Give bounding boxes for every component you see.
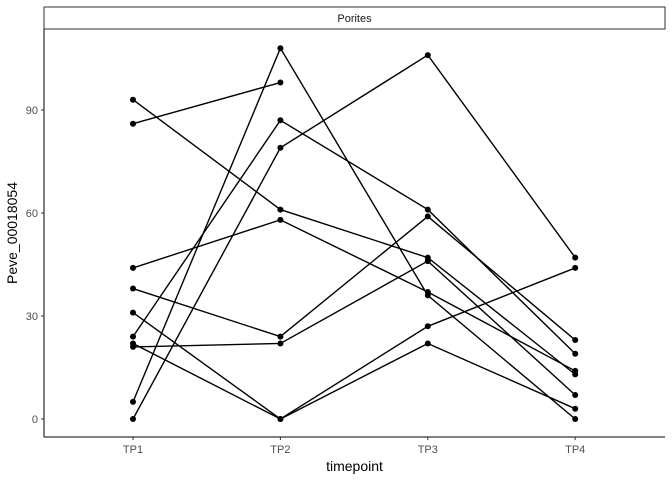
series-line (132, 119, 576, 355)
data-point (572, 350, 579, 357)
data-point (130, 285, 136, 292)
data-point (130, 96, 136, 103)
y-tick-label: 90 (26, 105, 38, 117)
data-point (130, 333, 136, 340)
data-point (572, 405, 579, 412)
y-axis-title: Peve_00018054 (4, 182, 20, 284)
data-point (572, 337, 579, 344)
x-tick-label: TP3 (418, 444, 438, 456)
data-point (277, 144, 284, 151)
y-tick-label: 30 (26, 311, 38, 323)
data-point (424, 340, 431, 347)
data-point (277, 416, 284, 422)
facet-strip (43, 6, 666, 30)
series-line (132, 260, 576, 396)
x-tick-label: TP1 (123, 444, 143, 456)
x-tick-label: TP4 (565, 444, 585, 456)
x-tick-label: TP2 (270, 444, 290, 456)
series-line (132, 81, 281, 125)
data-point (277, 206, 284, 213)
series-line (132, 54, 576, 420)
facet-label: Porites (337, 13, 372, 25)
data-point (572, 367, 579, 374)
y-tick-label: 0 (32, 414, 38, 426)
data-point (424, 52, 431, 59)
data-point (572, 416, 579, 422)
series-line (132, 267, 576, 420)
series-line (132, 99, 576, 375)
data-point (572, 264, 579, 271)
series-line (132, 215, 576, 341)
data-point (424, 213, 431, 220)
data-point (424, 323, 431, 330)
data-point (130, 120, 136, 127)
x-axis-title: timepoint (326, 458, 383, 474)
data-point (572, 254, 579, 261)
data-point (277, 216, 284, 223)
data-point (130, 264, 136, 271)
data-point (130, 398, 136, 405)
data-point (130, 343, 136, 350)
data-point (424, 206, 431, 213)
data-point (277, 340, 284, 347)
data-point (277, 79, 284, 86)
series-line (132, 46, 576, 420)
data-point (130, 416, 136, 422)
data-point (277, 45, 284, 52)
data-point (277, 117, 284, 124)
data-point (277, 333, 284, 340)
y-tick-label: 60 (26, 208, 38, 220)
data-point (424, 258, 431, 265)
data-point (572, 391, 579, 398)
data-point (130, 309, 136, 316)
series-line (132, 311, 576, 420)
data-point (424, 292, 431, 299)
series-line (132, 219, 576, 372)
